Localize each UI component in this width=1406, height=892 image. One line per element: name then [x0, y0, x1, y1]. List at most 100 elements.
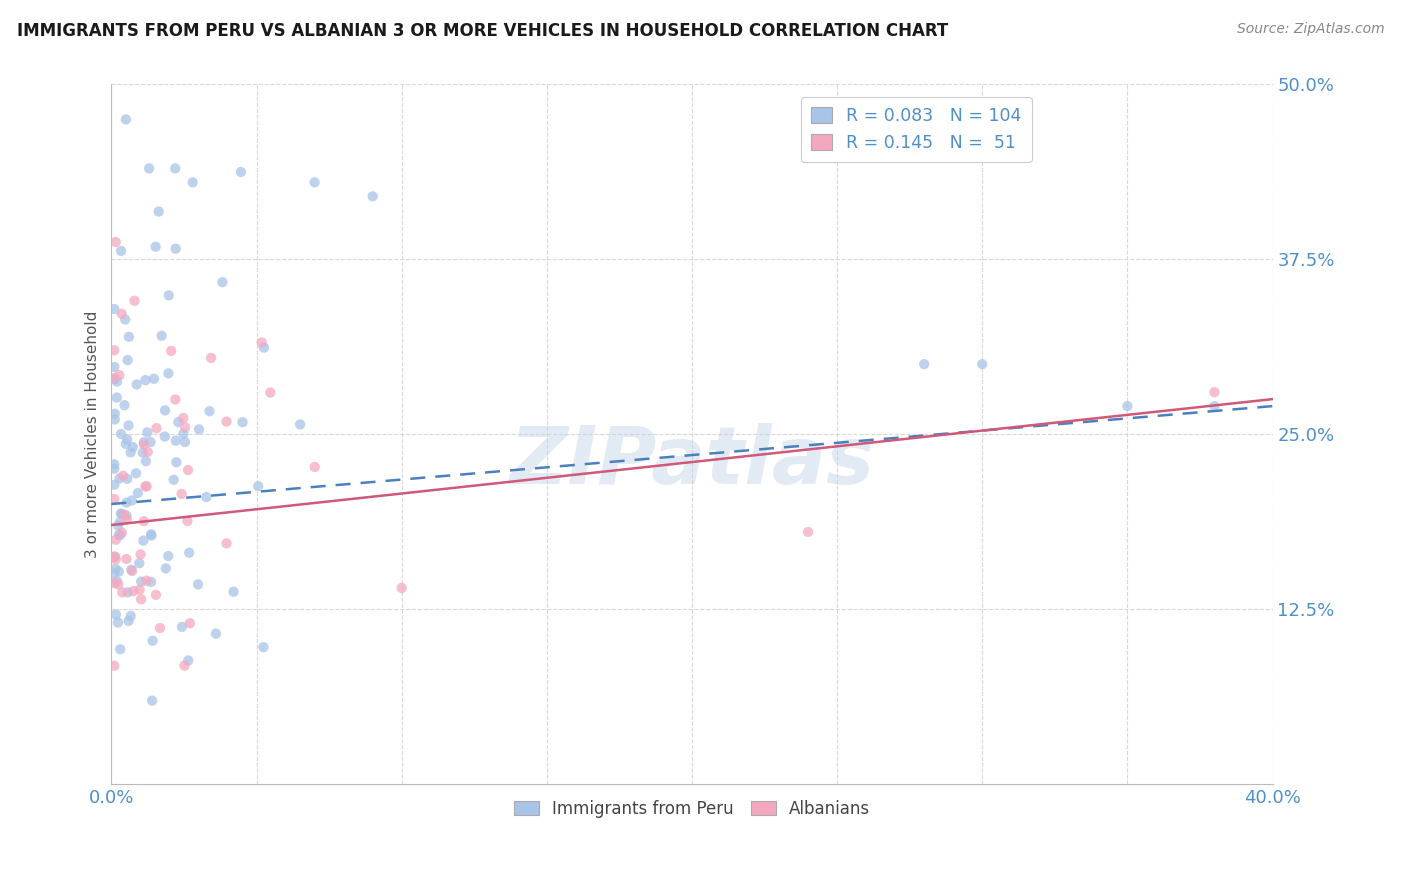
Point [107, 518, 129, 533]
Point [170, 487, 193, 501]
Point [1116, 399, 1139, 413]
Point [141, 528, 163, 542]
Point [117, 585, 139, 599]
Point [105, 391, 128, 405]
Point [211, 275, 233, 289]
Point [104, 235, 127, 249]
Point [304, 175, 326, 189]
Point [165, 392, 187, 407]
Point [103, 371, 125, 385]
Point [247, 479, 270, 493]
Point [1204, 385, 1226, 400]
Point [157, 549, 180, 563]
Point [110, 244, 132, 258]
Point [288, 417, 311, 432]
Point [172, 426, 194, 441]
Point [215, 415, 238, 429]
Point [125, 377, 148, 392]
Point [120, 563, 142, 577]
Point [114, 398, 136, 412]
Point [167, 415, 190, 429]
Point [117, 614, 139, 628]
Point [103, 372, 125, 386]
Point [253, 341, 276, 355]
Legend: Immigrants from Peru, Albanians: Immigrants from Peru, Albanians [508, 793, 877, 824]
Point [104, 412, 127, 426]
Point [111, 507, 134, 521]
Point [177, 463, 200, 477]
Point [136, 425, 159, 440]
Point [127, 486, 149, 500]
Point [121, 564, 143, 578]
Point [155, 561, 177, 575]
Point [173, 658, 195, 673]
Point [115, 433, 138, 447]
Y-axis label: 3 or more Vehicles in Household: 3 or more Vehicles in Household [86, 310, 100, 558]
Point [110, 528, 132, 542]
Point [361, 189, 384, 203]
Text: IMMIGRANTS FROM PERU VS ALBANIAN 3 OR MORE VEHICLES IN HOUSEHOLD CORRELATION CHA: IMMIGRANTS FROM PERU VS ALBANIAN 3 OR MO… [17, 22, 948, 40]
Point [114, 312, 136, 326]
Point [124, 293, 146, 308]
Point [108, 368, 131, 383]
Point [134, 373, 156, 387]
Point [250, 335, 273, 350]
Point [205, 626, 228, 640]
Point [117, 418, 139, 433]
Point [179, 546, 201, 560]
Point [104, 562, 127, 576]
Point [259, 385, 281, 400]
Point [103, 658, 125, 673]
Point [1204, 399, 1226, 413]
Point [111, 307, 134, 321]
Point [128, 582, 150, 597]
Point [165, 242, 187, 256]
Point [103, 301, 125, 316]
Point [145, 588, 167, 602]
Point [304, 460, 326, 475]
Point [912, 357, 935, 371]
Point [135, 574, 157, 588]
Point [141, 527, 163, 541]
Point [122, 584, 145, 599]
Point [181, 175, 204, 189]
Point [105, 375, 128, 389]
Point [105, 574, 128, 589]
Point [115, 512, 138, 526]
Point [115, 112, 138, 127]
Point [128, 556, 150, 570]
Point [231, 415, 253, 429]
Point [107, 565, 129, 579]
Point [112, 508, 135, 522]
Point [148, 204, 170, 219]
Point [104, 549, 127, 564]
Point [215, 536, 238, 550]
Point [121, 440, 143, 454]
Point [174, 420, 197, 434]
Point [142, 633, 165, 648]
Point [132, 445, 155, 459]
Point [107, 615, 129, 630]
Point [229, 165, 252, 179]
Point [129, 574, 152, 589]
Point [200, 351, 222, 365]
Point [198, 404, 221, 418]
Point [103, 576, 125, 591]
Point [391, 581, 413, 595]
Point [104, 607, 127, 622]
Point [177, 653, 200, 667]
Point [142, 372, 165, 386]
Point [115, 508, 138, 523]
Point [170, 620, 193, 634]
Point [149, 621, 172, 635]
Text: Source: ZipAtlas.com: Source: ZipAtlas.com [1237, 22, 1385, 37]
Point [104, 407, 127, 421]
Point [103, 359, 125, 374]
Point [153, 429, 176, 443]
Point [165, 434, 187, 448]
Point [117, 353, 139, 368]
Point [153, 403, 176, 417]
Point [157, 288, 180, 302]
Point [111, 585, 134, 599]
Point [103, 343, 125, 358]
